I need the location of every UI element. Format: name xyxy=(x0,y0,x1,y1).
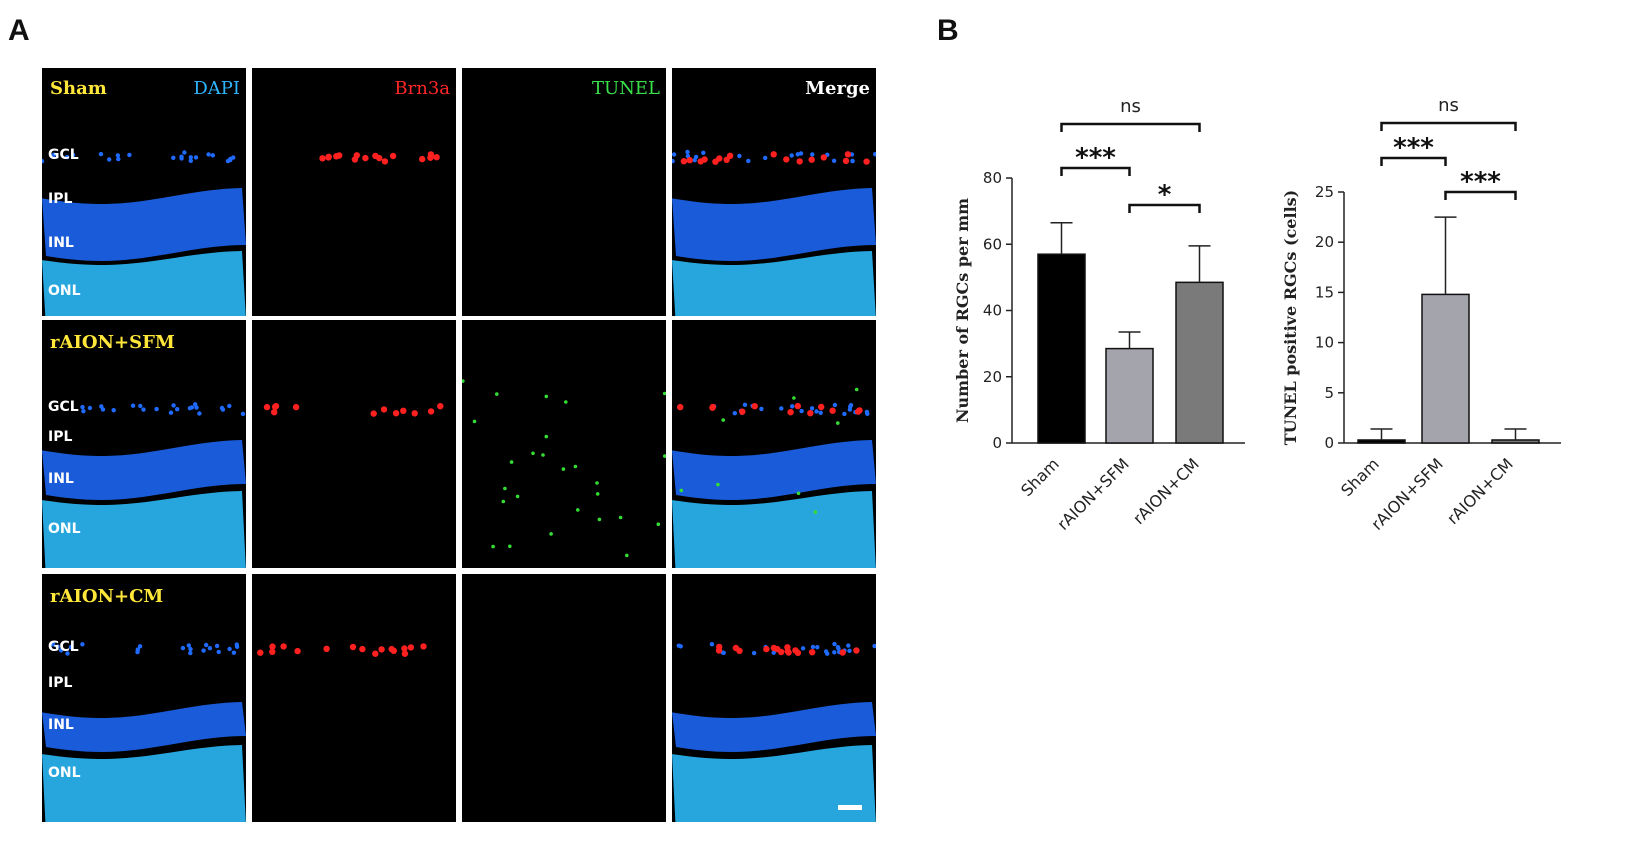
inl-band xyxy=(672,440,876,500)
chart2-bar-2 xyxy=(1491,439,1540,444)
chart1-category-label-0: Sham xyxy=(1017,454,1063,500)
micrograph-dapi-sham: Sham GCL IPL INL ONL DAPI xyxy=(42,68,246,316)
micrograph-tunel-cm xyxy=(462,574,666,822)
tissue-image xyxy=(42,642,246,822)
layer-label-onl: ONL xyxy=(48,283,81,299)
channel-label-tunel: TUNEL xyxy=(591,78,660,99)
chart1-sig-bracket-1 xyxy=(1060,166,1131,176)
tissue-image xyxy=(42,150,246,316)
chart2-bar-1 xyxy=(1421,293,1470,444)
onl-band xyxy=(672,251,876,316)
group-label: Sham xyxy=(50,78,107,99)
chart1-bar-2 xyxy=(1175,281,1224,444)
chart1-bar-0 xyxy=(1037,253,1086,444)
chart2-category-label-0: Sham xyxy=(1337,454,1383,500)
layer-label-inl: INL xyxy=(48,471,74,487)
chart2-ytick-label: 15 xyxy=(1315,283,1334,301)
tissue-image xyxy=(672,387,876,568)
chart1-ytick-label: 60 xyxy=(983,235,1002,253)
onl-band xyxy=(42,745,246,822)
chart2-sig-label-2: *** xyxy=(1460,167,1501,197)
layer-label-inl: INL xyxy=(48,717,74,733)
chart1-sig-bracket-2 xyxy=(1128,203,1201,213)
inl-band xyxy=(672,702,876,752)
tissue-image xyxy=(319,151,440,165)
tissue-image xyxy=(672,149,876,316)
chart2-sig-bracket-2 xyxy=(1444,190,1517,200)
micrograph-dapi-sfm: rAION+SFM GCL IPL INL ONL xyxy=(42,320,246,568)
inl-band xyxy=(42,440,246,500)
chart1-ytick-label: 20 xyxy=(983,368,1002,386)
chart2-bar-0 xyxy=(1357,439,1406,444)
micrograph-tunel-sfm xyxy=(462,320,666,568)
layer-label-ipl: IPL xyxy=(48,191,73,207)
layer-label-onl: ONL xyxy=(48,521,81,537)
chart1-bar-1 xyxy=(1105,347,1154,444)
chart1-sig-label-2: * xyxy=(1158,180,1172,210)
micrograph-brn3a-cm xyxy=(252,574,456,822)
onl-band xyxy=(672,491,876,568)
layer-label-gcl: GCL xyxy=(48,639,79,655)
panel-label-b: B xyxy=(937,14,959,47)
layer-label-ipl: IPL xyxy=(48,429,73,445)
chart2-sig-label-0: ns xyxy=(1438,95,1459,116)
onl-band xyxy=(672,745,876,822)
chart2-ytick-label: 20 xyxy=(1315,233,1334,251)
layer-label-gcl: GCL xyxy=(48,147,79,163)
micrograph-merge-sfm xyxy=(672,320,876,568)
channel-label-brn3a: Brn3a xyxy=(394,78,450,99)
chart1-ylabel: Number of RGCs per mm xyxy=(953,198,972,423)
chart1-sig-bracket-0 xyxy=(1060,122,1201,132)
micrograph-merge-cm xyxy=(672,574,876,822)
inl-band xyxy=(42,702,246,752)
chart2-ytick-label: 10 xyxy=(1315,334,1334,352)
panel-label-a: A xyxy=(8,14,30,47)
chart2-ytick-label: 0 xyxy=(1324,434,1334,452)
chart1-category-label-2: rAION+CM xyxy=(1129,454,1203,528)
chart2-category-label-2: rAION+CM xyxy=(1443,454,1517,528)
chart2-ytick-label: 5 xyxy=(1324,384,1334,402)
tissue-image xyxy=(42,402,246,568)
chart1-ytick-label: 80 xyxy=(983,169,1002,187)
chart1-ytick-label: 40 xyxy=(983,302,1002,320)
layer-label-inl: INL xyxy=(48,235,74,251)
chart2-sig-bracket-0 xyxy=(1380,121,1517,131)
micrograph-dapi-cm: rAION+CM GCL IPL INL ONL xyxy=(42,574,246,822)
channel-label-merge: Merge xyxy=(805,78,870,99)
group-label: rAION+SFM xyxy=(50,332,175,353)
chart1-ytick-label: 0 xyxy=(992,434,1002,452)
layer-label-gcl: GCL xyxy=(48,399,79,415)
micrograph-brn3a-sfm xyxy=(252,320,456,568)
chart2-sig-bracket-1 xyxy=(1380,156,1447,166)
micrograph-tunel-sham: TUNEL xyxy=(462,68,666,316)
chart1-sig-label-0: ns xyxy=(1120,96,1141,117)
group-label: rAION+CM xyxy=(50,586,164,607)
scale-bar xyxy=(838,805,862,810)
layer-label-onl: ONL xyxy=(48,765,81,781)
inl-band xyxy=(672,188,876,261)
micrograph-brn3a-sham: Brn3a xyxy=(252,68,456,316)
inl-band xyxy=(42,188,246,261)
tissue-image xyxy=(263,402,444,417)
chart1-category-label-1: rAION+SFM xyxy=(1053,454,1132,533)
tissue-image xyxy=(462,379,666,558)
onl-band xyxy=(42,251,246,316)
tissue-image xyxy=(672,641,876,822)
tissue-image xyxy=(257,643,427,657)
channel-label-dapi: DAPI xyxy=(193,78,240,99)
chart1-sig-label-1: *** xyxy=(1075,143,1116,173)
micrograph-merge-sham: Merge xyxy=(672,68,876,316)
chart2-ylabel: TUNEL positive RGCs (cells) xyxy=(1281,190,1300,445)
chart2-ytick-label: 25 xyxy=(1315,183,1334,201)
onl-band xyxy=(42,491,246,568)
chart2-sig-label-1: *** xyxy=(1393,133,1434,163)
layer-label-ipl: IPL xyxy=(48,675,73,691)
